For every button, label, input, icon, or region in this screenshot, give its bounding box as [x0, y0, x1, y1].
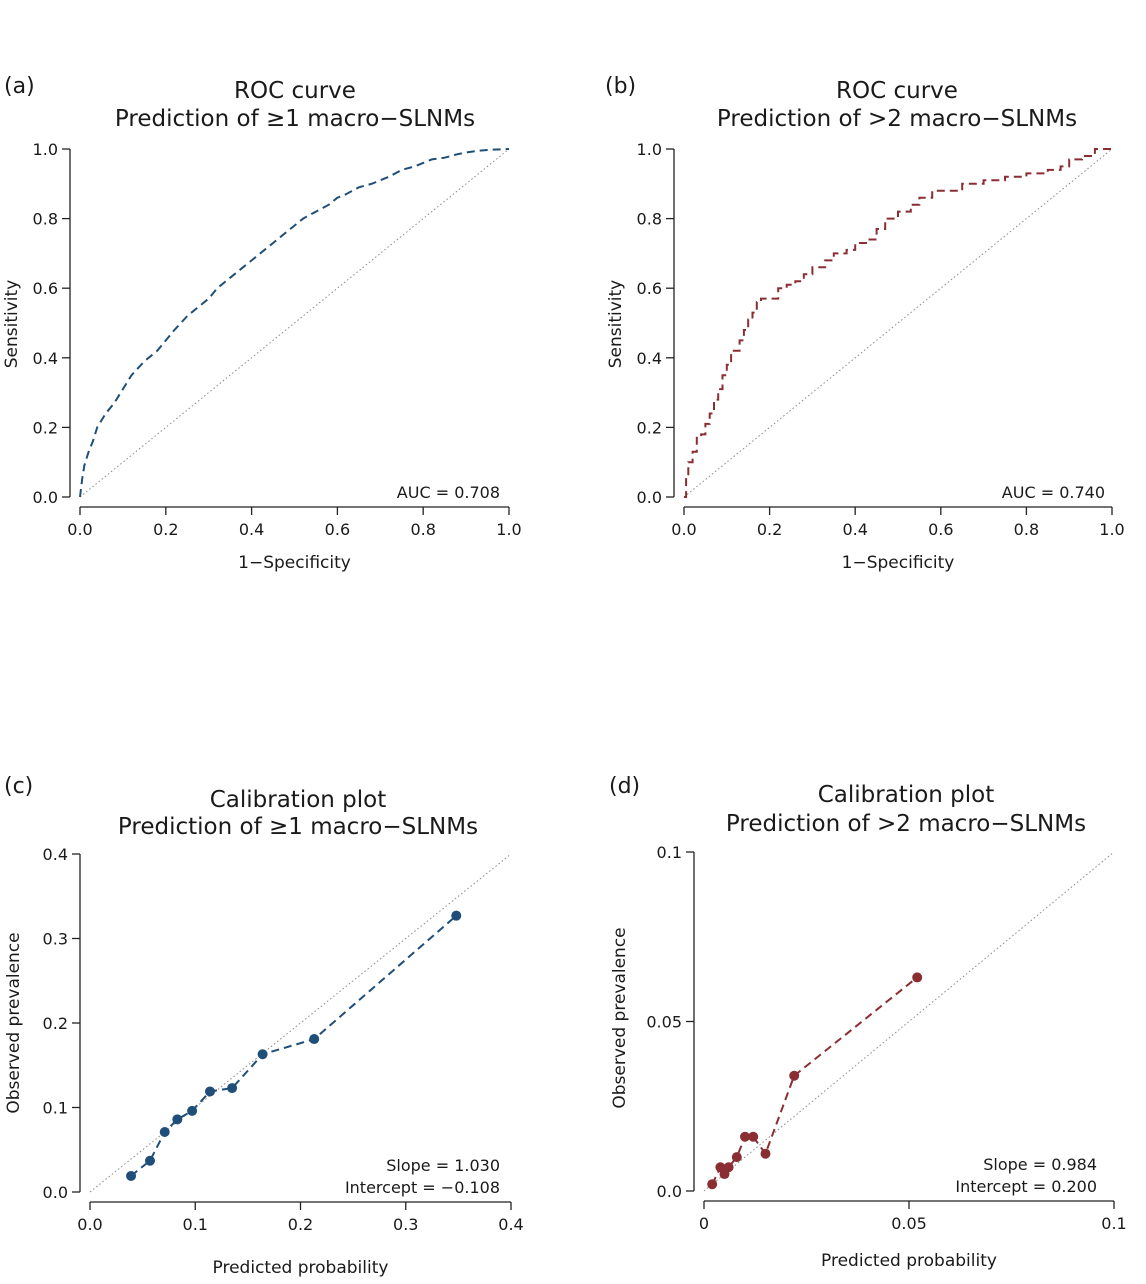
x-tick-label: 0	[699, 1214, 709, 1233]
y-tick-label: 1.0	[33, 140, 58, 159]
data-point	[707, 1179, 718, 1190]
x-tick-label: 0.8	[410, 520, 435, 539]
panel-label: (c)	[4, 774, 33, 799]
data-point	[126, 1170, 137, 1181]
data-point	[789, 1070, 800, 1081]
x-tick-label: 0.4	[239, 520, 264, 539]
y-tick-label: 0.1	[43, 1099, 68, 1118]
annotation: AUC = 0.708	[397, 483, 500, 502]
x-tick-label: 0.0	[671, 520, 696, 539]
x-tick-label: 0.05	[891, 1214, 927, 1233]
y-tick-label: 0.05	[646, 1013, 682, 1032]
x-axis-label: Predicted probability	[213, 1258, 389, 1278]
chart-title: Calibration plot	[210, 787, 387, 813]
x-tick-label: 0.2	[757, 520, 782, 539]
x-tick-label: 0.8	[1014, 520, 1039, 539]
series-line	[684, 148, 1112, 498]
panel-label: (d)	[609, 774, 640, 799]
panel-label: (b)	[605, 74, 636, 99]
x-tick-label: 0.4	[498, 1215, 523, 1234]
y-tick-label: 1.0	[637, 140, 662, 159]
roc-curve-a: (a) ROC curve Prediction of ≥1 macro−SLNMs…	[0, 60, 560, 620]
y-tick-label: 0.0	[657, 1182, 682, 1201]
y-tick-label: 0.8	[33, 210, 58, 229]
chart-subtitle: Prediction of ≥1 macro−SLNMs	[115, 106, 475, 132]
x-tick-label: 0.6	[928, 520, 953, 539]
x-tick-label: 0.1	[1101, 1214, 1126, 1233]
x-axis-label: 1−Specificity	[842, 553, 955, 573]
annotation: Intercept = −0.108	[345, 1178, 500, 1197]
x-tick-label: 0.0	[77, 1215, 102, 1234]
y-axis-label: Sensitivity	[606, 280, 626, 369]
data-point	[187, 1105, 198, 1116]
chart-title: Calibration plot	[818, 782, 995, 808]
annotation: Intercept = 0.200	[955, 1177, 1097, 1196]
y-tick-label: 0.4	[43, 845, 68, 864]
y-tick-label: 0.4	[33, 349, 58, 368]
x-tick-label: 1.0	[1099, 520, 1124, 539]
x-tick-label: 0.2	[288, 1215, 313, 1234]
data-point	[731, 1152, 742, 1163]
x-tick-label: 0.6	[325, 520, 350, 539]
data-point	[748, 1131, 759, 1142]
y-tick-label: 0.8	[637, 210, 662, 229]
data-point	[912, 972, 923, 983]
data-point	[159, 1127, 170, 1138]
series-line	[711, 976, 918, 1185]
annotation: AUC = 0.740	[1002, 483, 1105, 502]
y-tick-label: 0.2	[43, 1014, 68, 1033]
reference-diagonal	[89, 853, 512, 1193]
y-tick-label: 0.0	[33, 488, 58, 507]
y-tick-label: 0.2	[637, 418, 662, 437]
calibration-plot-d: (d) Calibration plot Prediction of >2 macr…	[575, 760, 1146, 1280]
series-line	[130, 914, 457, 1177]
reference-diagonal	[703, 851, 1115, 1192]
y-tick-label: 0.1	[657, 843, 682, 862]
chart-subtitle: Prediction of >2 macro−SLNMs	[717, 106, 1077, 132]
chart-title: ROC curve	[234, 78, 356, 104]
annotation: Slope = 0.984	[983, 1155, 1097, 1174]
chart-title: ROC curve	[836, 78, 958, 104]
x-tick-label: 0.2	[153, 520, 178, 539]
panel-label: (a)	[4, 74, 35, 99]
x-axis-label: 1−Specificity	[238, 553, 351, 573]
data-point	[309, 1034, 320, 1045]
chart-subtitle: Prediction of >2 macro−SLNMs	[726, 811, 1086, 837]
series-line	[79, 148, 510, 498]
y-tick-label: 0.2	[33, 418, 58, 437]
data-point	[760, 1148, 771, 1159]
reference-diagonal	[79, 148, 510, 498]
y-axis-label: Sensitivity	[2, 280, 22, 369]
y-axis-label: Observed prevalence	[610, 927, 630, 1108]
x-tick-label: 1.0	[496, 520, 521, 539]
y-tick-label: 0.0	[637, 488, 662, 507]
chart-subtitle: Prediction of ≥1 macro−SLNMs	[118, 814, 478, 840]
y-tick-label: 0.0	[43, 1183, 68, 1202]
x-axis-label: Predicted probability	[821, 1251, 997, 1271]
data-point	[740, 1131, 750, 1142]
y-tick-label: 0.4	[637, 349, 662, 368]
x-tick-label: 0.3	[393, 1215, 418, 1234]
data-point	[172, 1114, 183, 1125]
roc-curve-b: (b) ROC curve Prediction of >2 macro−SLNMs…	[575, 60, 1146, 620]
y-tick-label: 0.6	[637, 279, 662, 298]
calibration-plot-c: (c) Calibration plot Prediction of ≥1 macr…	[0, 760, 560, 1280]
y-tick-label: 0.3	[43, 930, 68, 949]
chart-svg: (d) Calibration plot Prediction of >2 macr…	[609, 774, 1127, 1271]
x-tick-label: 0.4	[842, 520, 867, 539]
data-point	[144, 1155, 155, 1166]
data-point	[257, 1049, 268, 1060]
data-point	[723, 1162, 734, 1173]
x-tick-label: 0.1	[183, 1215, 208, 1234]
data-point	[204, 1086, 215, 1097]
data-point	[227, 1083, 238, 1094]
data-point	[451, 910, 462, 921]
x-tick-label: 0.0	[67, 520, 92, 539]
y-axis-label: Observed prevalence	[4, 932, 24, 1113]
y-tick-label: 0.6	[33, 279, 58, 298]
annotation: Slope = 1.030	[386, 1156, 500, 1175]
